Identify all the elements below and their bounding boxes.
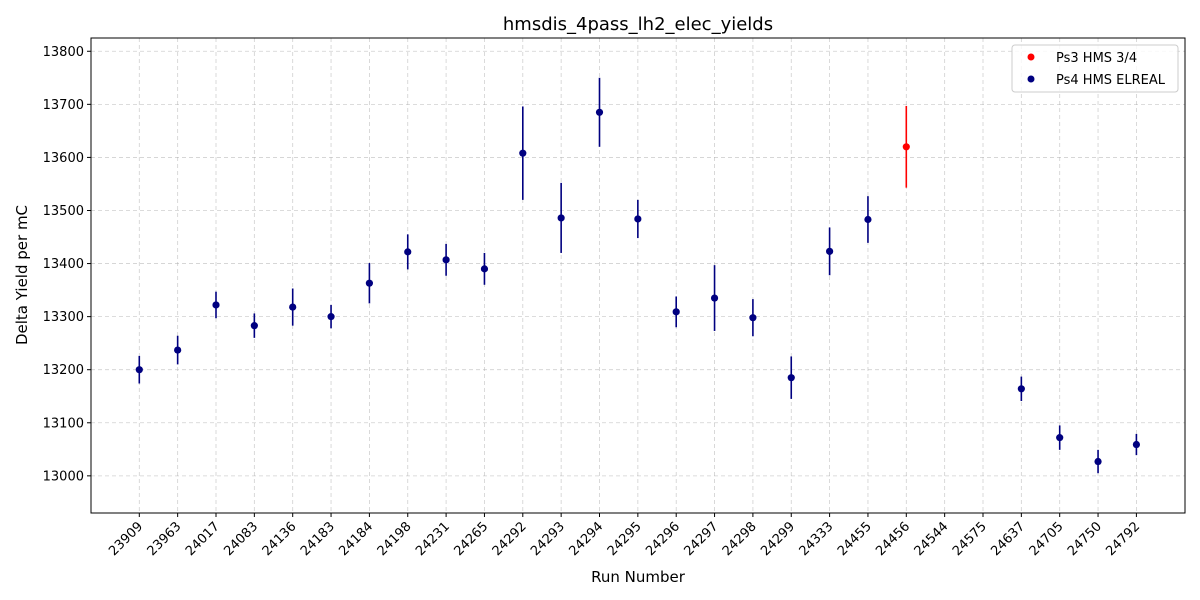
legend-marker-ps3 bbox=[1027, 53, 1035, 61]
data-point bbox=[710, 294, 719, 302]
data-point bbox=[404, 248, 412, 256]
data-point bbox=[365, 279, 373, 287]
data-point bbox=[1132, 440, 1140, 449]
data-point bbox=[749, 314, 757, 322]
y-tick-label: 13500 bbox=[43, 204, 84, 219]
data-point bbox=[595, 108, 604, 116]
data-point bbox=[480, 265, 489, 273]
data-point bbox=[1017, 385, 1025, 393]
data-point bbox=[826, 247, 834, 255]
plot-data bbox=[135, 77, 1140, 474]
legend: Ps3 HMS 3/4 Ps4 HMS ELREAL bbox=[1011, 44, 1179, 93]
data-point bbox=[557, 214, 565, 222]
x-axis-label: Run Number bbox=[591, 568, 686, 586]
data-point bbox=[250, 322, 258, 330]
y-axis-label: Delta Yield per mC bbox=[13, 205, 31, 345]
data-point bbox=[902, 143, 910, 151]
data-point bbox=[174, 346, 182, 354]
y-tick-label: 13700 bbox=[43, 98, 84, 113]
y-tick-label: 13000 bbox=[43, 469, 84, 484]
y-tick-label: 13800 bbox=[43, 45, 84, 60]
legend-marker-ps4 bbox=[1027, 75, 1035, 83]
y-tick-label: 13100 bbox=[43, 416, 84, 431]
y-tick-label: 13200 bbox=[43, 363, 84, 378]
data-point bbox=[634, 215, 642, 223]
series-1 bbox=[135, 77, 1140, 474]
chart-title: hmsdis_4pass_lh2_elec_yields bbox=[503, 14, 773, 35]
data-point bbox=[289, 303, 297, 311]
data-point bbox=[1056, 434, 1064, 442]
series-0 bbox=[902, 105, 910, 188]
data-point bbox=[1094, 457, 1102, 466]
data-point bbox=[135, 366, 143, 374]
data-point bbox=[327, 313, 335, 321]
data-point bbox=[519, 149, 527, 157]
data-point bbox=[442, 256, 450, 264]
data-point bbox=[864, 215, 872, 224]
data-point bbox=[672, 308, 680, 316]
legend-label-ps3: Ps3 HMS 3/4 bbox=[1056, 51, 1137, 66]
data-point bbox=[787, 374, 795, 382]
data-point bbox=[212, 301, 220, 309]
y-tick-label: 13400 bbox=[43, 257, 84, 272]
legend-box bbox=[1011, 44, 1179, 93]
y-tick-label: 13300 bbox=[43, 310, 84, 325]
legend-label-ps4: Ps4 HMS ELREAL bbox=[1056, 73, 1166, 88]
y-tick-label: 13600 bbox=[43, 151, 84, 166]
